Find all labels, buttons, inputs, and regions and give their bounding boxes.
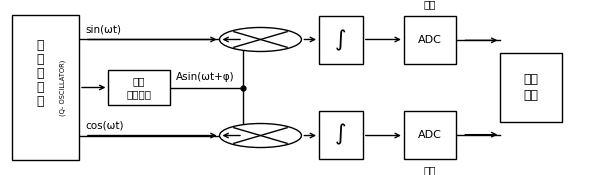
Bar: [319, 111, 363, 159]
Circle shape: [220, 124, 301, 148]
Text: Asin(ωt+φ): Asin(ωt+φ): [176, 72, 234, 82]
Bar: [12, 15, 79, 160]
Text: cos(ωt): cos(ωt): [85, 120, 124, 130]
Text: sin(ωt): sin(ωt): [85, 24, 121, 34]
Text: 待测
线性系统: 待测 线性系统: [127, 76, 152, 99]
Bar: [500, 53, 562, 122]
Bar: [404, 111, 457, 159]
Text: ADC: ADC: [418, 35, 442, 45]
Bar: [404, 16, 457, 64]
Text: 实部: 实部: [424, 0, 436, 9]
Text: 计算
单元: 计算 单元: [524, 73, 538, 102]
Text: ∫: ∫: [335, 124, 347, 145]
Text: ADC: ADC: [418, 130, 442, 140]
Text: 信
号
发
生
器: 信 号 发 生 器: [36, 39, 44, 108]
Circle shape: [220, 27, 301, 51]
Bar: [108, 70, 170, 105]
Bar: [319, 16, 363, 64]
Text: ∫: ∫: [335, 30, 347, 51]
Text: (Q- OSCILLATOR): (Q- OSCILLATOR): [59, 59, 66, 116]
Text: 虚部: 虚部: [424, 166, 436, 175]
